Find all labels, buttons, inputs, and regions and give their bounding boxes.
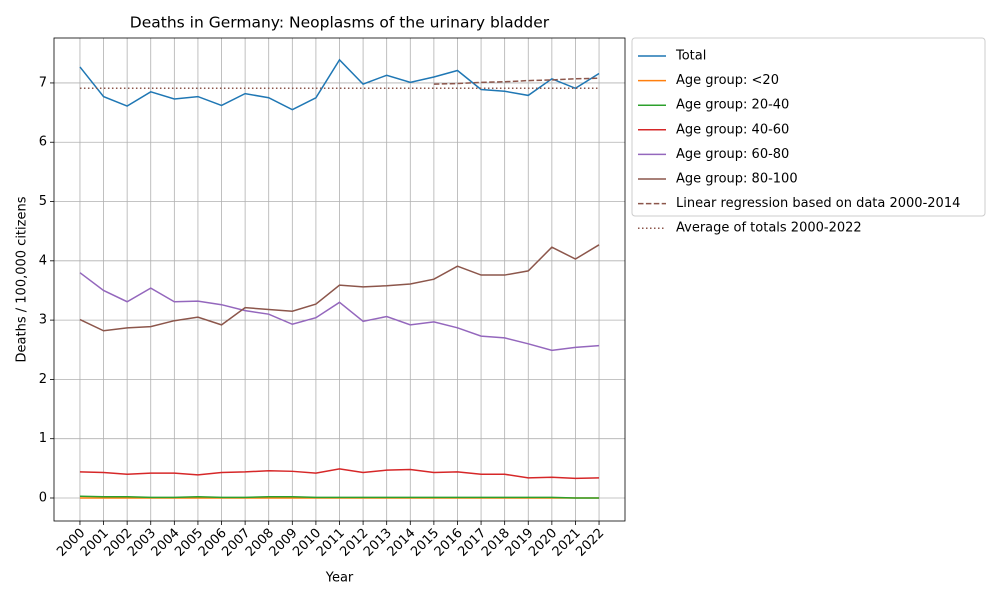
y-tick-label: 2 xyxy=(39,372,47,387)
y-tick-label: 3 xyxy=(39,313,47,328)
legend-frame xyxy=(631,37,986,217)
legend-label: Linear regression based on data 2000-201… xyxy=(676,196,960,211)
series-line xyxy=(79,495,600,499)
y-tick-label: 4 xyxy=(39,253,47,268)
y-tick-label: 6 xyxy=(39,135,47,150)
series-line xyxy=(79,58,600,111)
grid xyxy=(54,38,625,521)
legend-label: Age group: 80-100 xyxy=(676,172,798,187)
y-tick-label: 0 xyxy=(39,490,47,505)
series-line xyxy=(79,468,600,480)
y-tick-label: 7 xyxy=(39,75,47,90)
legend-label: Total xyxy=(675,49,706,64)
legend-label: Age group: 20-40 xyxy=(676,98,789,113)
legend: Total Age group: <20 Age group: 20-40 Age g… xyxy=(631,37,986,236)
y-tick-label: 5 xyxy=(39,194,47,209)
chart-title: Deaths in Germany: Neoplasms of the urin… xyxy=(130,14,550,32)
series-line xyxy=(79,272,600,352)
series-line xyxy=(433,77,600,85)
x-axis-label: Year xyxy=(325,571,354,586)
legend-label: Age group: 40-60 xyxy=(676,122,789,137)
series-line xyxy=(79,244,600,332)
legend-label: Age group: 60-80 xyxy=(676,147,789,162)
legend-label: Average of totals 2000-2022 xyxy=(676,221,862,236)
y-axis-label: Deaths / 100,000 citizens xyxy=(15,196,30,362)
legend-label: Age group: <20 xyxy=(676,73,779,88)
lines xyxy=(79,58,600,499)
y-tick-label: 1 xyxy=(39,431,47,446)
